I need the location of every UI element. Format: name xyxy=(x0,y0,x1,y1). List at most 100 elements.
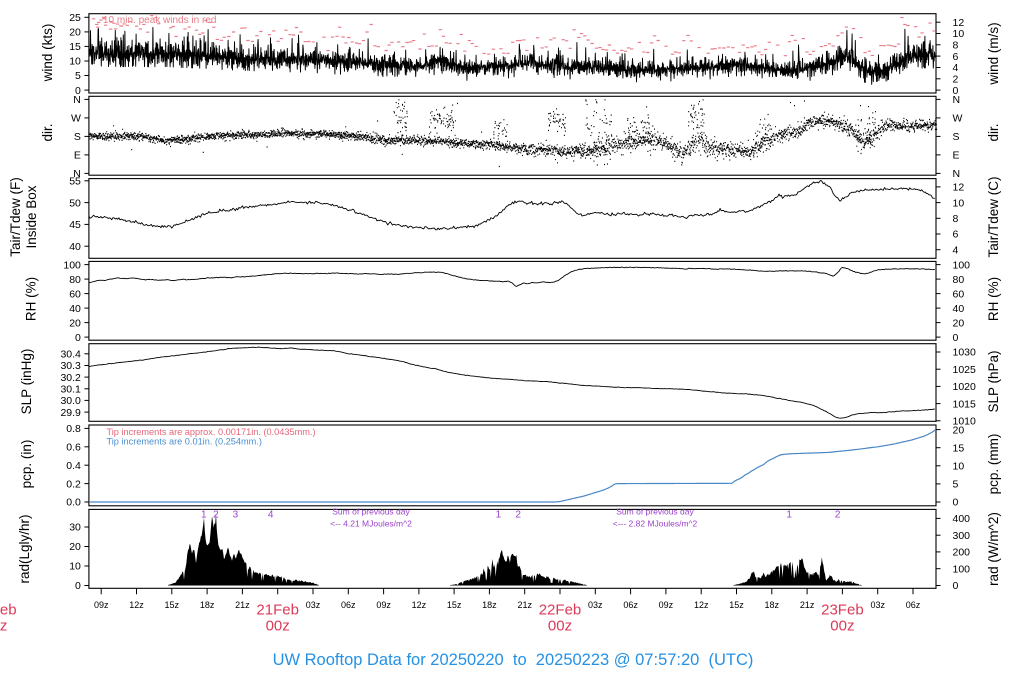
svg-text:pcp. (in): pcp. (in) xyxy=(19,440,34,489)
svg-text:0: 0 xyxy=(75,332,81,344)
svg-text:12z: 12z xyxy=(129,600,144,610)
svg-text:18z: 18z xyxy=(482,600,497,610)
svg-text:21z: 21z xyxy=(517,600,532,610)
svg-text:03z: 03z xyxy=(588,600,603,610)
svg-text:W: W xyxy=(71,113,81,125)
svg-text:15z: 15z xyxy=(447,600,462,610)
svg-text:N: N xyxy=(953,94,961,106)
svg-text:Sum of previous day: Sum of previous day xyxy=(616,507,694,517)
svg-text:21z: 21z xyxy=(235,600,250,610)
svg-text:2: 2 xyxy=(213,510,219,521)
svg-text:12z: 12z xyxy=(694,600,709,610)
svg-text:30.3: 30.3 xyxy=(60,360,81,372)
svg-text:6: 6 xyxy=(953,229,959,241)
svg-text:50: 50 xyxy=(69,197,81,209)
svg-text:E: E xyxy=(953,150,960,162)
svg-text:1020: 1020 xyxy=(953,381,977,393)
svg-text:10 min. peak winds in red: 10 min. peak winds in red xyxy=(103,15,216,26)
svg-text:80: 80 xyxy=(69,274,81,286)
svg-text:15: 15 xyxy=(69,41,81,53)
svg-text:21Feb: 21Feb xyxy=(256,602,299,619)
svg-text:21z: 21z xyxy=(800,600,815,610)
svg-text:55: 55 xyxy=(69,176,81,188)
svg-text:SLP (hPa): SLP (hPa) xyxy=(986,350,1001,412)
svg-text:Inside Box: Inside Box xyxy=(24,185,39,248)
svg-text:0.8: 0.8 xyxy=(66,423,81,435)
svg-text:20: 20 xyxy=(69,317,81,329)
svg-text:00z: 00z xyxy=(830,618,854,635)
svg-text:00z: 00z xyxy=(0,618,7,635)
svg-text:Tip increments are 0.01in. (0.: Tip increments are 0.01in. (0.254mm.) xyxy=(107,437,262,447)
svg-text:0: 0 xyxy=(953,332,959,344)
svg-text:30: 30 xyxy=(69,522,81,534)
svg-text:100: 100 xyxy=(953,259,971,271)
svg-text:W: W xyxy=(953,113,963,125)
svg-text:<-- 4.21 MJoules/m^2: <-- 4.21 MJoules/m^2 xyxy=(330,519,412,529)
svg-text:20Feb: 20Feb xyxy=(0,602,17,619)
svg-text:0: 0 xyxy=(953,580,959,592)
svg-text:N: N xyxy=(73,94,81,106)
svg-text:0.2: 0.2 xyxy=(66,478,81,490)
svg-text:rad(Lgly/hr): rad(Lgly/hr) xyxy=(17,514,32,583)
svg-text:40: 40 xyxy=(953,303,965,315)
svg-text:S: S xyxy=(953,131,960,143)
svg-text:RH (%): RH (%) xyxy=(986,277,1001,321)
svg-text:100: 100 xyxy=(953,563,971,575)
svg-text:0: 0 xyxy=(75,580,81,592)
svg-text:40: 40 xyxy=(69,241,81,253)
svg-text:<--- 2.82 MJoules/m^2: <--- 2.82 MJoules/m^2 xyxy=(613,519,698,529)
svg-text:20: 20 xyxy=(69,541,81,553)
svg-text:12z: 12z xyxy=(412,600,427,610)
svg-text:06z: 06z xyxy=(341,600,356,610)
svg-text:4: 4 xyxy=(953,244,959,256)
svg-text:80: 80 xyxy=(953,274,965,286)
svg-text:09z: 09z xyxy=(376,600,391,610)
svg-text:25: 25 xyxy=(69,12,81,24)
svg-text:18z: 18z xyxy=(200,600,215,610)
svg-text:wind (kts): wind (kts) xyxy=(40,24,55,83)
svg-text:30.2: 30.2 xyxy=(60,372,81,384)
svg-text:06z: 06z xyxy=(623,600,638,610)
svg-text:rad (W/m^2): rad (W/m^2) xyxy=(986,512,1001,586)
svg-text:0.4: 0.4 xyxy=(66,460,81,472)
svg-text:4: 4 xyxy=(268,510,274,521)
svg-text:100: 100 xyxy=(63,259,81,271)
svg-text:0: 0 xyxy=(953,497,959,509)
svg-text:1: 1 xyxy=(496,510,502,521)
svg-text:1: 1 xyxy=(786,510,792,521)
svg-text:Tair/Tdew (F): Tair/Tdew (F) xyxy=(8,177,23,257)
svg-text:dir.: dir. xyxy=(986,123,1001,141)
svg-text:03z: 03z xyxy=(306,600,321,610)
svg-text:30.1: 30.1 xyxy=(60,384,81,396)
svg-text:10: 10 xyxy=(953,28,965,40)
svg-text:5: 5 xyxy=(953,479,959,491)
svg-text:40: 40 xyxy=(69,303,81,315)
svg-text:22Feb: 22Feb xyxy=(539,602,582,619)
svg-text:SLP (inHg): SLP (inHg) xyxy=(19,349,34,415)
svg-text:8: 8 xyxy=(953,40,959,52)
svg-text:1015: 1015 xyxy=(953,398,977,410)
svg-text:20: 20 xyxy=(953,424,965,436)
svg-text:N: N xyxy=(73,168,81,180)
svg-text:29.9: 29.9 xyxy=(60,407,81,419)
svg-text:5: 5 xyxy=(75,70,81,82)
svg-text:RH (%): RH (%) xyxy=(24,277,39,321)
svg-text:300: 300 xyxy=(953,530,971,542)
svg-text:8: 8 xyxy=(953,213,959,225)
svg-text:45: 45 xyxy=(69,219,81,231)
svg-text:1: 1 xyxy=(201,510,207,521)
svg-text:06z: 06z xyxy=(906,600,921,610)
svg-text:N: N xyxy=(953,168,961,180)
svg-text:Tip increments are approx. 0.0: Tip increments are approx. 0.00171in. (0… xyxy=(107,427,316,437)
svg-text:15z: 15z xyxy=(165,600,180,610)
svg-text:2: 2 xyxy=(835,510,841,521)
svg-text:400: 400 xyxy=(953,513,971,525)
svg-text:12: 12 xyxy=(953,17,965,29)
svg-text:12: 12 xyxy=(953,182,965,194)
svg-text:6: 6 xyxy=(953,51,959,63)
svg-text:200: 200 xyxy=(953,547,971,559)
svg-text:00z: 00z xyxy=(548,618,572,635)
svg-text:E: E xyxy=(74,150,81,162)
svg-text:Tair/Tdew (C): Tair/Tdew (C) xyxy=(986,176,1001,257)
svg-text:15z: 15z xyxy=(729,600,744,610)
